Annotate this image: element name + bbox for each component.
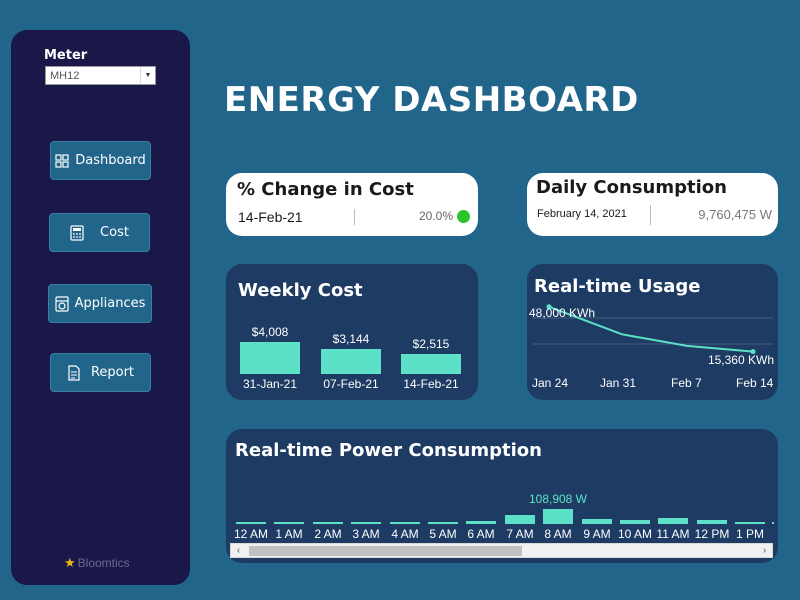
change-card-title: % Change in Cost [237,179,414,200]
weekly-cost-bar[interactable] [401,354,461,374]
power-hour-tick: 1 PM [735,527,764,541]
power-title: Real-time Power Consumption [235,440,542,461]
realtime-usage-title: Real-time Usage [534,276,701,297]
power-bar[interactable] [428,522,458,524]
usage-point[interactable] [750,349,756,355]
meter-label: Meter [44,48,88,63]
power-hour-tick: 10 AM [617,527,653,541]
usage-point[interactable] [546,304,552,310]
dropdown-caret-icon[interactable]: ▼ [140,67,155,84]
power-hour-tick: 8 AM [544,527,572,541]
grid-icon [55,153,69,168]
usage-line [548,305,754,353]
star-icon: ★ [64,555,76,570]
status-indicator-icon [457,210,470,224]
power-hour-tick: 6 AM [467,527,495,541]
power-hour-tick: 2 AM [314,527,342,541]
page-title: ENERGY DASHBOARD [224,80,639,120]
nav-cost-button[interactable]: Cost [49,213,150,252]
nav-dashboard-button[interactable]: Dashboard [50,141,151,180]
weekly-cost-value-label: $4,008 [251,325,289,339]
power-hour-tick: 4 AM [391,527,419,541]
sidebar: Meter MH12 ▼ Dashboard Cost Appliances [11,30,190,585]
power-hour-tick: 12 AM [233,527,269,541]
power-hour-tick: 3 AM [352,527,380,541]
weekly-cost-date-tick: 31-Jan-21 [242,377,298,391]
weekly-cost-title: Weekly Cost [238,280,363,301]
power-bar[interactable] [620,520,650,524]
realtime-usage-chart [532,304,773,355]
meter-select-value: MH12 [50,70,80,82]
power-bar[interactable] [313,522,343,524]
weekly-cost-bar[interactable] [240,342,300,374]
scroll-right-icon[interactable]: › [762,545,767,556]
power-hour-tick: 1 AM [275,527,303,541]
power-bar-partial [772,522,774,524]
change-card-value-wrap: 20.0% [418,209,470,224]
power-bar[interactable] [582,519,612,524]
power-bar[interactable] [505,515,535,524]
appliance-icon [55,295,69,312]
nav-report-label: Report [90,365,135,380]
brand-name: Bloomtics [77,556,130,570]
scroll-left-icon[interactable]: ‹ [236,545,241,556]
power-hour-tick: 7 AM [506,527,534,541]
usage-tick: Jan 31 [600,376,637,390]
power-bar[interactable] [658,518,688,524]
usage-start-label: 48,000 KWh [529,306,596,320]
report-icon [68,364,80,381]
power-hour-tick: 11 AM [656,527,690,541]
change-card-value: 20.0% [418,209,453,223]
daily-consumption-card: Daily Consumption February 14, 2021 9,76… [527,173,778,236]
weekly-cost-date-tick: 14-Feb-21 [403,377,459,391]
power-bar[interactable] [351,522,381,524]
nav-appliances-button[interactable]: Appliances [48,284,152,323]
power-peak-label: 108,908 W [528,492,588,506]
power-bar[interactable] [236,522,266,524]
weekly-cost-value-label: $3,144 [332,332,370,346]
power-hour-tick: 5 AM [429,527,457,541]
power-hour-tick: 12 PM [694,527,730,541]
scrollbar-thumb[interactable] [249,546,522,556]
calculator-icon [70,224,84,241]
weekly-cost-bar[interactable] [321,349,381,374]
weekly-cost-date-tick: 07-Feb-21 [323,377,379,391]
nav-report-button[interactable]: Report [50,353,151,392]
realtime-usage-card: Real-time Usage 48,000 KWh 15,360 KWh Ja… [527,264,778,400]
usage-end-label: 15,360 KWh [707,353,774,367]
nav-dashboard-label: Dashboard [75,153,146,168]
daily-card-title: Daily Consumption [536,177,727,198]
meter-select[interactable]: MH12 ▼ [45,66,156,85]
divider [354,209,355,225]
change-card-date: 14-Feb-21 [238,209,303,225]
power-bar[interactable] [466,521,496,524]
divider [650,205,651,225]
daily-card-date: February 14, 2021 [537,208,627,220]
brand-logo: ★ Bloomtics [64,555,130,571]
usage-tick: Jan 24 [532,376,569,390]
nav-appliances-label: Appliances [74,296,146,311]
power-hour-tick: 9 AM [583,527,611,541]
nav-cost-label: Cost [100,225,129,240]
change-in-cost-card: % Change in Cost 14-Feb-21 20.0% [226,173,478,236]
usage-tick: Feb 7 [671,376,702,390]
power-bar[interactable] [274,522,304,524]
power-bar[interactable] [543,509,573,524]
power-bar[interactable] [697,520,727,524]
weekly-cost-card: Weekly Cost $4,008 31-Jan-21 $3,144 07-Feb-… [226,264,478,400]
power-consumption-card: Real-time Power Consumption 12 AM 1 AM 2 A… [226,429,778,563]
usage-tick: Feb 14 [736,376,774,390]
weekly-cost-value-label: $2,515 [412,337,450,351]
power-bar[interactable] [390,522,420,524]
horizontal-scrollbar[interactable]: ‹ › [230,543,773,558]
power-bar[interactable] [735,522,765,524]
daily-card-value: 9,760,475 W [698,207,772,222]
